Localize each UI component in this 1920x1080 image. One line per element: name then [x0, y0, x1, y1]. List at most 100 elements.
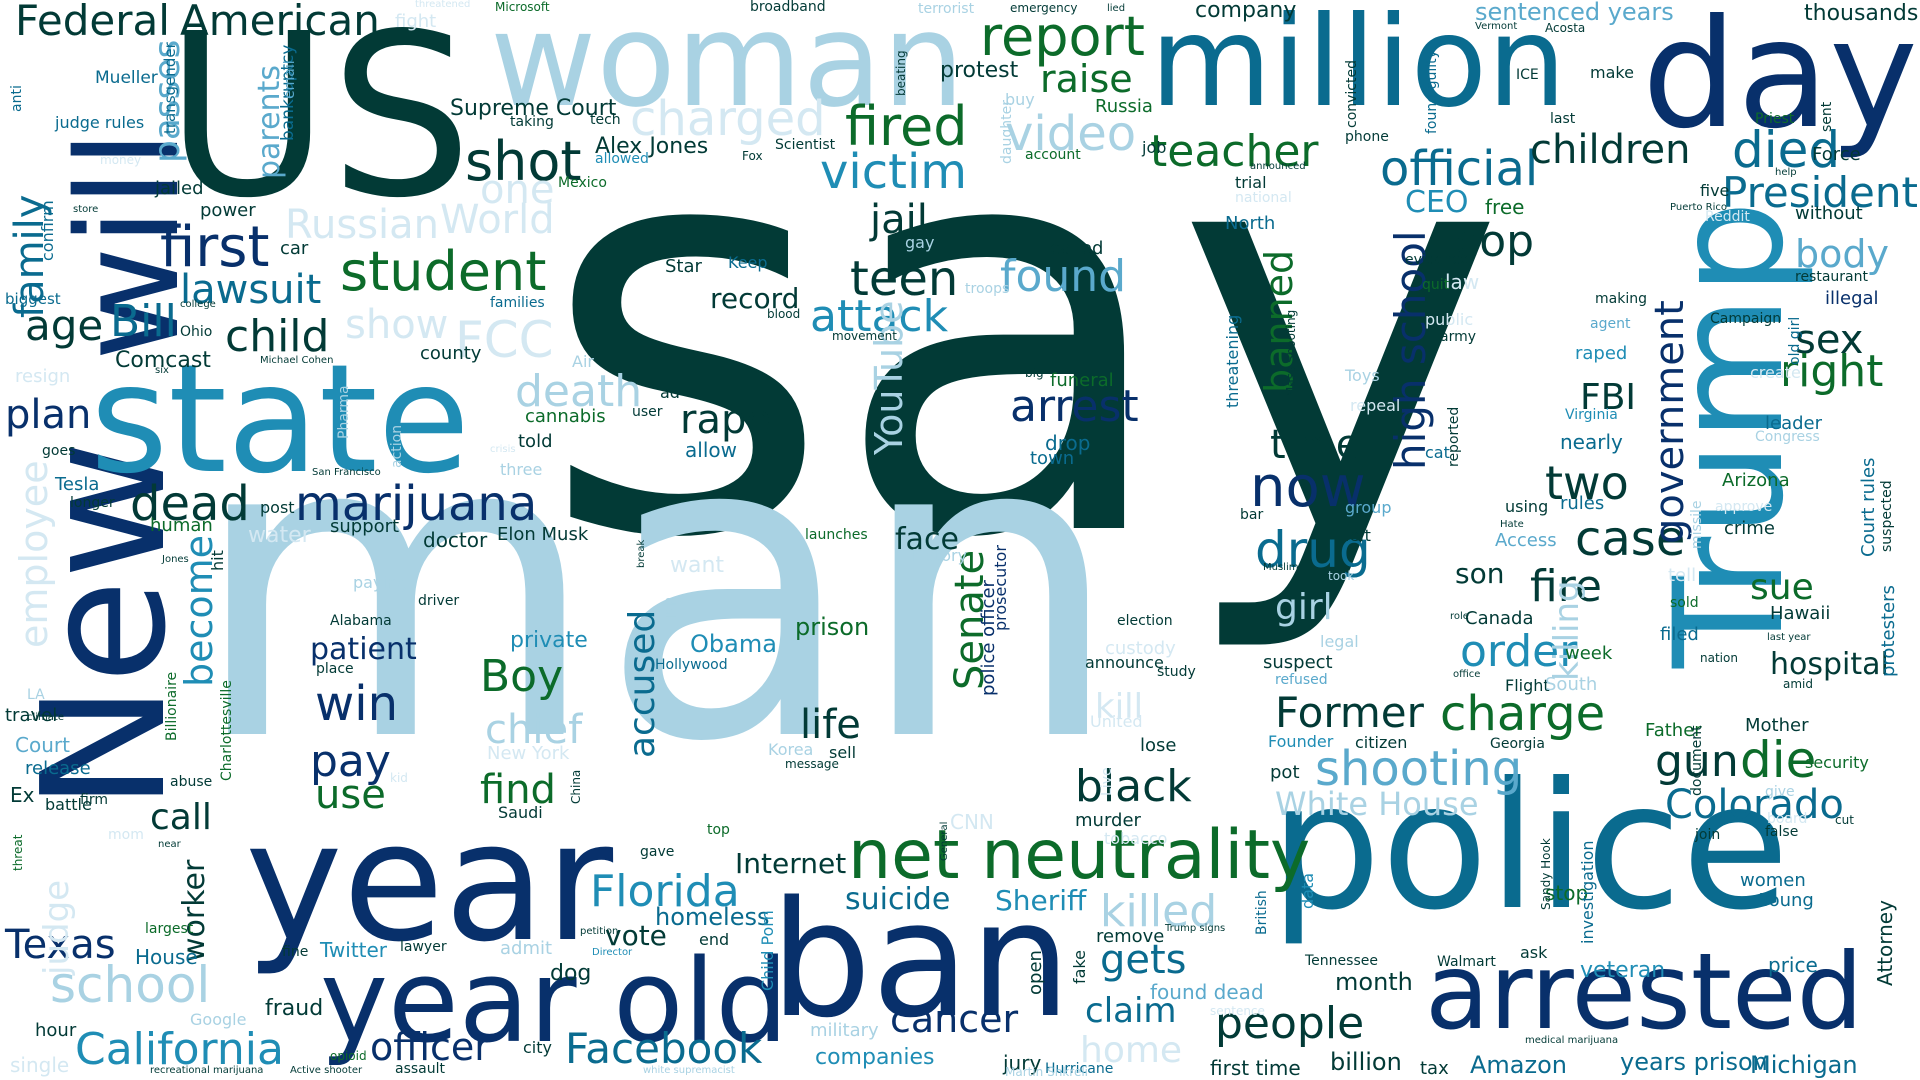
word-say: say: [540, 9, 1507, 661]
word-sue: sue: [1750, 567, 1814, 608]
word-resign: resign: [15, 366, 71, 387]
word-petition: petition: [580, 926, 619, 937]
word-law: law: [1445, 270, 1480, 294]
word-took: took: [1328, 569, 1355, 583]
word-pharma: Pharma: [336, 385, 352, 439]
word-message: message: [785, 757, 839, 771]
word-troops: troops: [965, 281, 1010, 297]
word-mueller: Mueller: [95, 68, 158, 88]
word-old-girl: old girl: [1787, 316, 1803, 365]
word-nation: nation: [1700, 651, 1738, 665]
word-week: week: [1565, 643, 1613, 664]
word-threat: threat: [11, 834, 25, 871]
word-fight: fight: [395, 11, 437, 32]
word-fine: fine: [282, 944, 309, 960]
word-emergency: emergency: [1010, 1, 1078, 15]
word-army: army: [1440, 329, 1477, 345]
word-saudi: Saudi: [498, 803, 543, 822]
word-allowed: allowed: [595, 151, 649, 167]
word-gun: gun: [1655, 736, 1739, 787]
word-force: Force: [1812, 144, 1861, 165]
word-federal: Federal: [15, 0, 170, 45]
word-black: black: [1075, 761, 1192, 812]
word-general: General: [939, 821, 950, 861]
word-nearly: nearly: [1560, 430, 1623, 454]
word-public: public: [1425, 310, 1474, 329]
word-document: document: [1689, 725, 1705, 796]
word-white-house: White House: [1275, 785, 1479, 823]
word-funeral: funeral: [1050, 370, 1114, 391]
word-net-neutrality: net neutrality: [848, 816, 1311, 895]
word-former: Former: [1275, 688, 1424, 737]
word-ad: ad: [660, 383, 680, 402]
word-cancer: cancer: [890, 997, 1019, 1041]
word-repeal: repeal: [1350, 396, 1401, 415]
word-false: false: [1765, 824, 1799, 840]
word-account: account: [1025, 147, 1081, 163]
word-son: son: [1455, 557, 1505, 590]
word-order: order: [1460, 626, 1578, 677]
word-human: human: [150, 515, 213, 536]
word-filed: filed: [1660, 624, 1699, 645]
word-lawyer: lawyer: [400, 939, 447, 955]
word-election: election: [1117, 613, 1173, 629]
word-end: end: [699, 930, 730, 949]
word-sell: sell: [829, 743, 857, 762]
word-martin-shkreli: Martin Shkreli: [1005, 1065, 1088, 1079]
word-want: want: [670, 553, 725, 578]
word-michigan: Michigan: [1750, 1051, 1858, 1079]
word-largest: largest: [145, 921, 194, 937]
word-suicide: suicide: [845, 882, 951, 917]
word-killed: killed: [1100, 886, 1218, 937]
word-one: one: [480, 167, 555, 213]
word-active-shooter: Active shooter: [290, 1065, 363, 1076]
word-thousands: thousands: [1804, 1, 1919, 26]
word-shot: shot: [465, 130, 582, 193]
word-sex: sex: [1795, 317, 1864, 363]
word-florida: Florida: [590, 866, 740, 917]
word-veteran: veteran: [1580, 958, 1666, 983]
word-government: government: [1647, 300, 1693, 544]
word-taking: taking: [510, 114, 554, 130]
word-hurricane: Hurricane: [1045, 1061, 1114, 1077]
word-email: email: [282, 60, 298, 99]
word-dog: dog: [550, 961, 592, 986]
word-california: California: [75, 1024, 284, 1075]
word-tell: tell: [1668, 565, 1697, 586]
word-rape: rape: [680, 397, 771, 443]
word-employee: employee: [12, 460, 56, 648]
word-director: Director: [592, 947, 633, 958]
word-ex: Ex: [10, 783, 35, 807]
word-charged: charged: [630, 91, 826, 147]
word-win: win: [315, 676, 399, 732]
word-school: school: [50, 956, 211, 1014]
word-tobacco: tobacco: [1104, 829, 1168, 848]
word-fcc: FCC: [455, 311, 554, 369]
word-teen: teen: [850, 251, 959, 307]
word-walmart: Walmart: [1437, 954, 1496, 970]
word-phone: phone: [1345, 129, 1389, 145]
word-release: release: [25, 758, 91, 779]
word-study: study: [1157, 664, 1196, 680]
word-big: big: [1025, 366, 1044, 380]
word-office: office: [1453, 669, 1481, 680]
word-dead: dead: [130, 476, 250, 532]
word-kid: kid: [390, 771, 408, 785]
word-obama: Obama: [690, 630, 777, 658]
word-admit: admit: [500, 938, 553, 959]
word-support: support: [330, 516, 400, 537]
word-death: death: [515, 366, 643, 417]
word-group: group: [1345, 498, 1392, 517]
word-battle: battle: [45, 795, 92, 814]
word-goes: goes: [42, 443, 76, 459]
word-money: money: [100, 153, 142, 167]
word-fire: fire: [1530, 561, 1602, 612]
word-lawsuit: lawsuit: [180, 267, 322, 313]
word-flight: Flight: [1505, 676, 1550, 695]
word-woman: woman: [490, 0, 965, 136]
word-attorney: Attorney: [1873, 900, 1897, 986]
word-toys: Toys: [1345, 366, 1380, 385]
word-near: near: [158, 839, 181, 850]
word-open: open: [1025, 950, 1046, 995]
word-colorado: Colorado: [1665, 782, 1844, 828]
